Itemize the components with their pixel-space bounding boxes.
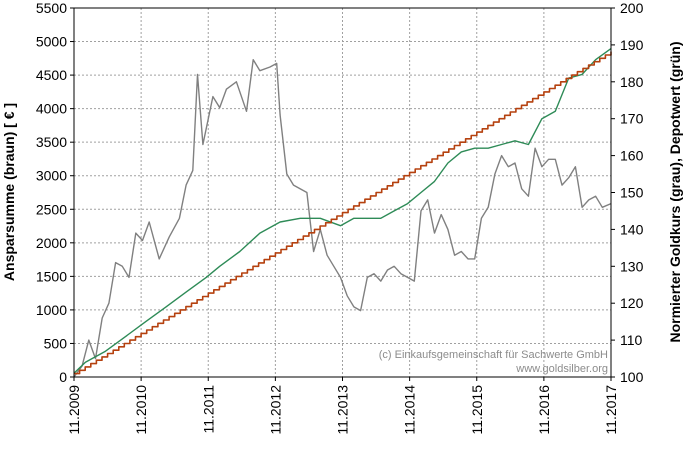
depot-value-line (73, 48, 612, 374)
left-tick-label: 2000 (36, 235, 67, 251)
x-tick-label: 11.2012 (267, 385, 283, 435)
x-tick-label: 11.2009 (66, 385, 82, 435)
left-tick-label: 3500 (36, 134, 67, 150)
left-tick-label: 3000 (36, 168, 67, 184)
right-tick-label: 120 (620, 295, 644, 311)
right-tick-label: 140 (620, 221, 644, 237)
x-tick-label: 11.2010 (133, 385, 149, 435)
grid (74, 8, 611, 377)
right-tick-label: 190 (620, 37, 644, 53)
x-tick-label: 11.2016 (536, 385, 552, 435)
series-layer (73, 48, 612, 378)
left-axis-title: Ansparsumme (braun) [ € ] (1, 103, 17, 281)
left-tick-label: 5500 (36, 0, 67, 16)
right-tick-label: 110 (620, 332, 643, 348)
left-tick-label: 1000 (36, 302, 67, 318)
right-tick-label: 170 (620, 111, 644, 127)
x-tick-label: 11.2014 (402, 385, 418, 435)
right-tick-label: 200 (620, 0, 644, 16)
left-axis-ticks: 0 500 1000 1500 2000 2500 3000 3500 4000 4500 5000… (36, 0, 74, 385)
left-tick-label: 2500 (36, 201, 67, 217)
right-tick-label: 160 (620, 148, 644, 164)
x-axis-ticks: 11.2009 11.2010 11.2011 11.2012 11.2013 11.20… (66, 377, 619, 435)
x-tick-label: 11.2017 (603, 385, 619, 435)
right-axis-ticks: 100 110 120 130 140 150 160 170 180 190 200 (611, 0, 644, 385)
x-tick-label: 11.2015 (469, 385, 485, 435)
left-tick-label: 5000 (36, 34, 67, 50)
right-tick-label: 180 (620, 74, 644, 90)
savings-line (74, 51, 612, 375)
right-tick-label: 100 (620, 369, 644, 385)
left-tick-label: 4000 (36, 101, 67, 117)
left-tick-label: 1500 (36, 268, 67, 284)
right-tick-label: 130 (620, 258, 644, 274)
credit-line-1: (c) Einkaufsgemeinschaft für Sachwerte G… (379, 349, 608, 361)
left-tick-label: 0 (59, 369, 67, 385)
right-axis-title: Normierter Goldkurs (grau), Depotwert (g… (667, 41, 683, 342)
x-tick-label: 11.2011 (200, 385, 216, 434)
left-tick-label: 500 (44, 335, 68, 351)
left-tick-label: 4500 (36, 67, 67, 83)
right-tick-label: 150 (620, 185, 644, 201)
x-tick-label: 11.2013 (335, 385, 351, 435)
gold-price-line (73, 59, 612, 378)
credit-line-2: www.goldsilber.org (515, 363, 608, 375)
